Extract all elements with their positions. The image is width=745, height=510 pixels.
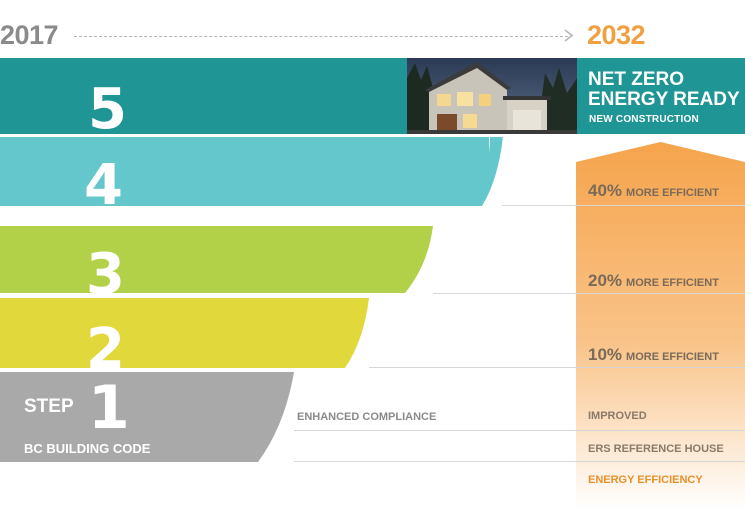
- divider-line: [294, 461, 745, 462]
- efficiency-percent: 10%: [588, 345, 623, 364]
- timeline-dashed-line: [74, 36, 568, 37]
- divider-line: [433, 293, 745, 294]
- divider-line: [502, 205, 745, 206]
- efficiency-40-label: 40% MORE EFFICIENT: [588, 181, 719, 201]
- efficiency-text: MORE EFFICIENT: [626, 351, 719, 363]
- divider-line: [369, 367, 745, 368]
- efficiency-text: MORE EFFICIENT: [626, 277, 719, 289]
- new-construction-label: NEW CONSTRUCTION: [589, 114, 699, 125]
- step-3-number: 3: [86, 242, 125, 307]
- timeline-arrow-icon: [564, 29, 574, 42]
- enhanced-compliance-label: ENHANCED COMPLIANCE: [297, 411, 437, 423]
- step-2-number: 2: [86, 317, 125, 382]
- step-2-band: [0, 298, 369, 368]
- step-4-number: 4: [84, 153, 123, 218]
- ers-reference-house-label: ERS REFERENCE HOUSE: [588, 443, 724, 455]
- efficiency-20-label: 20% MORE EFFICIENT: [588, 271, 719, 291]
- efficiency-text: MORE EFFICIENT: [626, 187, 719, 199]
- bc-building-code-label: BC BUILDING CODE: [24, 441, 151, 456]
- efficiency-10-label: 10% MORE EFFICIENT: [588, 345, 719, 365]
- end-year: 2032: [587, 20, 646, 50]
- step-3-band: [0, 226, 433, 293]
- efficiency-percent: 40%: [588, 181, 623, 200]
- improved-label: IMPROVED: [588, 410, 647, 422]
- efficiency-arrow: [576, 142, 745, 510]
- house-photo: [407, 58, 577, 134]
- step-1-number: 1: [88, 373, 130, 443]
- start-year: 2017: [0, 20, 59, 50]
- net-zero-title: NET ZERO ENERGY READY: [588, 69, 740, 110]
- step-5-band: [0, 58, 745, 134]
- step-label: STEP: [24, 396, 74, 417]
- efficiency-percent: 20%: [588, 271, 623, 290]
- step-4-band: [0, 137, 502, 206]
- divider-line: [294, 430, 745, 431]
- step-5-number: 5: [88, 77, 127, 142]
- step-1-band: [0, 372, 294, 462]
- energy-efficiency-label: ENERGY EFFICIENCY: [588, 474, 703, 486]
